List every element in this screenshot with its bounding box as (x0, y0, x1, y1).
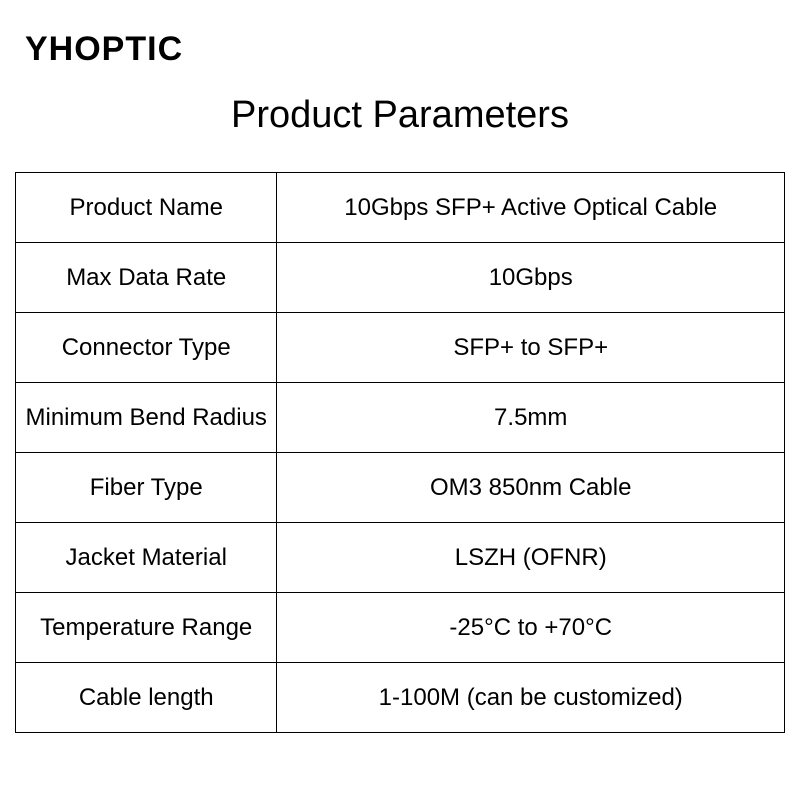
param-label: Minimum Bend Radius (16, 383, 277, 453)
param-label: Connector Type (16, 313, 277, 383)
param-value: 10Gbps SFP+ Active Optical Cable (277, 173, 785, 243)
param-value: -25°C to +70°C (277, 593, 785, 663)
param-value: OM3 850nm Cable (277, 453, 785, 523)
param-label: Max Data Rate (16, 243, 277, 313)
table-row: Cable length1-100M (can be customized) (16, 663, 785, 733)
param-label: Fiber Type (16, 453, 277, 523)
table-row: Connector TypeSFP+ to SFP+ (16, 313, 785, 383)
param-value: LSZH (OFNR) (277, 523, 785, 593)
param-label: Cable length (16, 663, 277, 733)
parameters-table: Product Name10Gbps SFP+ Active Optical C… (15, 172, 785, 733)
param-label: Product Name (16, 173, 277, 243)
parameters-table-body: Product Name10Gbps SFP+ Active Optical C… (16, 173, 785, 733)
table-row: Minimum Bend Radius7.5mm (16, 383, 785, 453)
table-row: Temperature Range-25°C to +70°C (16, 593, 785, 663)
param-value: 1-100M (can be customized) (277, 663, 785, 733)
param-value: SFP+ to SFP+ (277, 313, 785, 383)
table-row: Product Name10Gbps SFP+ Active Optical C… (16, 173, 785, 243)
param-label: Temperature Range (16, 593, 277, 663)
table-row: Fiber TypeOM3 850nm Cable (16, 453, 785, 523)
page-title: Product Parameters (15, 94, 785, 137)
table-row: Jacket MaterialLSZH (OFNR) (16, 523, 785, 593)
brand-name: YHOPTIC (25, 30, 785, 69)
table-row: Max Data Rate10Gbps (16, 243, 785, 313)
param-value: 10Gbps (277, 243, 785, 313)
param-value: 7.5mm (277, 383, 785, 453)
param-label: Jacket Material (16, 523, 277, 593)
